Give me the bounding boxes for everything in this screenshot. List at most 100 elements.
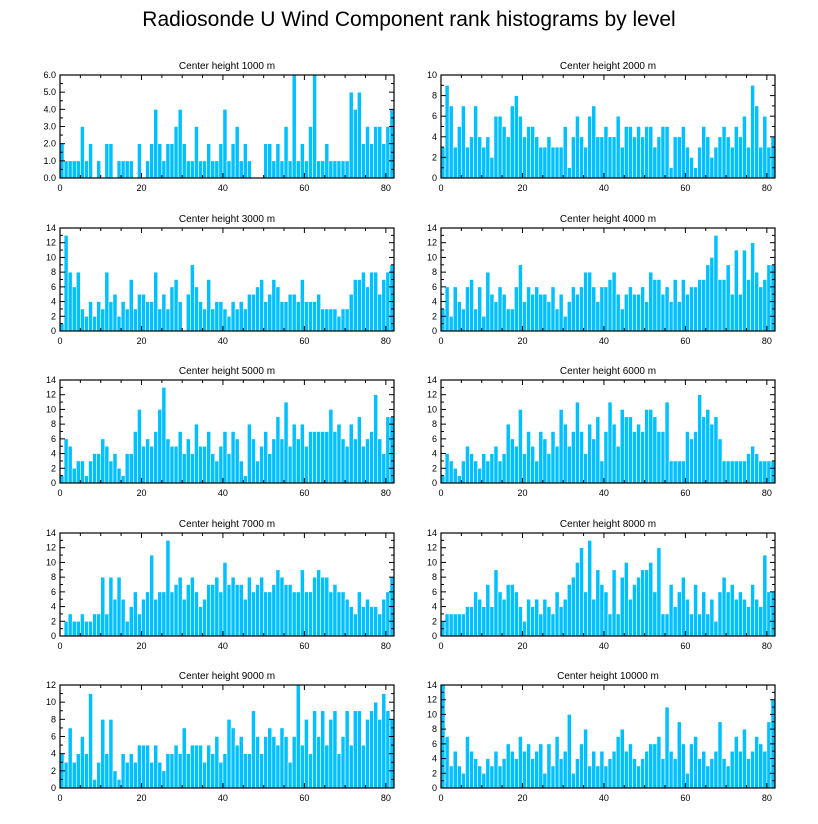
- x-tick-label: 20: [136, 488, 146, 498]
- y-tick-label: 12: [46, 238, 56, 248]
- chart-panel-10: Center height 10000 m 0 20 40 60 80 0 2 4 6 8 10 12 1…: [427, 671, 776, 803]
- bar: [721, 460, 727, 484]
- bar: [530, 126, 535, 179]
- bar: [214, 460, 220, 484]
- bar: [534, 598, 540, 637]
- bar: [373, 126, 379, 179]
- bar: [234, 438, 240, 484]
- y-tick-label: 14: [46, 375, 56, 385]
- bar: [676, 591, 682, 637]
- bar: [571, 772, 576, 789]
- bar: [615, 736, 621, 789]
- bar: [530, 293, 535, 332]
- bar: [701, 416, 707, 484]
- bar: [137, 293, 142, 332]
- bar: [518, 736, 523, 789]
- bar: [194, 126, 199, 179]
- bar: [477, 467, 483, 484]
- bar: [84, 753, 89, 789]
- bar: [489, 453, 495, 484]
- y-tick-label: 6: [432, 282, 437, 292]
- bar: [571, 286, 576, 332]
- bar: [141, 744, 146, 789]
- chart-panel-5: Center height 5000 m 0 20 40 60 80 0 2 4 6 8 10 12 14: [46, 366, 395, 498]
- bar: [324, 431, 330, 484]
- bar: [287, 761, 293, 789]
- bar: [242, 143, 248, 179]
- bar: [230, 576, 236, 637]
- bar: [632, 136, 637, 179]
- bar: [672, 758, 678, 789]
- bar: [477, 598, 483, 637]
- bar: [469, 279, 474, 332]
- bar: [247, 576, 252, 637]
- bar: [206, 431, 212, 484]
- bar: [357, 91, 362, 179]
- bar: [493, 750, 499, 789]
- bar: [717, 136, 723, 179]
- bar: [697, 146, 702, 179]
- bar: [729, 293, 735, 332]
- bar: [377, 293, 383, 332]
- bar: [340, 438, 346, 484]
- bar: [84, 160, 89, 179]
- bar: [112, 598, 118, 637]
- bar: [377, 126, 383, 179]
- bar: [287, 445, 293, 484]
- y-tick-label: 12: [427, 543, 437, 553]
- chart-panel-8: Center height 8000 m 0 20 40 60 80 0 2 4 6 8 10 12 14: [427, 519, 776, 651]
- bar: [644, 301, 650, 332]
- bar: [693, 431, 698, 484]
- bar: [628, 598, 633, 637]
- bar: [668, 750, 674, 789]
- x-tick-label: 40: [599, 336, 609, 346]
- bar: [165, 438, 171, 484]
- y-tick-label: 12: [46, 680, 56, 690]
- x-tick-label: 0: [438, 183, 443, 193]
- panel-title: Center height 4000 m: [560, 214, 656, 225]
- bar: [681, 279, 686, 332]
- bar: [762, 115, 768, 179]
- bar: [571, 136, 576, 179]
- bar: [514, 445, 519, 484]
- bar: [137, 613, 142, 637]
- bar: [92, 779, 97, 789]
- y-tick-label: 8: [432, 267, 437, 277]
- bar: [709, 157, 715, 179]
- x-tick-label: 60: [299, 793, 309, 803]
- bar: [672, 136, 678, 179]
- bar: [746, 758, 751, 789]
- bar: [485, 271, 491, 332]
- bar: [206, 744, 212, 789]
- bar: [648, 562, 654, 637]
- bar: [214, 160, 220, 179]
- bar: [80, 613, 85, 637]
- bar: [218, 761, 224, 789]
- bar: [332, 431, 338, 484]
- bar: [230, 143, 236, 179]
- x-tick-label: 20: [517, 488, 527, 498]
- bar: [389, 416, 395, 484]
- bar: [717, 438, 723, 484]
- bar: [591, 750, 597, 789]
- bar: [676, 721, 682, 789]
- bar: [546, 453, 552, 484]
- bar: [554, 736, 560, 789]
- bar: [542, 772, 548, 789]
- bar: [619, 728, 625, 789]
- bar: [63, 620, 69, 637]
- chart-panel-4: Center height 4000 m 0 20 40 60 80 0 2 4 6 8 10 12 14: [427, 214, 776, 346]
- bar: [579, 286, 584, 332]
- bar: [336, 753, 342, 789]
- y-tick-label: 2: [432, 463, 437, 473]
- bar: [676, 136, 682, 179]
- bar: [194, 744, 199, 789]
- bar: [640, 286, 645, 332]
- bar: [579, 431, 584, 484]
- bar: [104, 753, 110, 789]
- bar: [489, 606, 495, 637]
- bar: [456, 765, 462, 789]
- bar: [493, 569, 499, 637]
- bar: [518, 264, 523, 332]
- bar: [116, 779, 122, 789]
